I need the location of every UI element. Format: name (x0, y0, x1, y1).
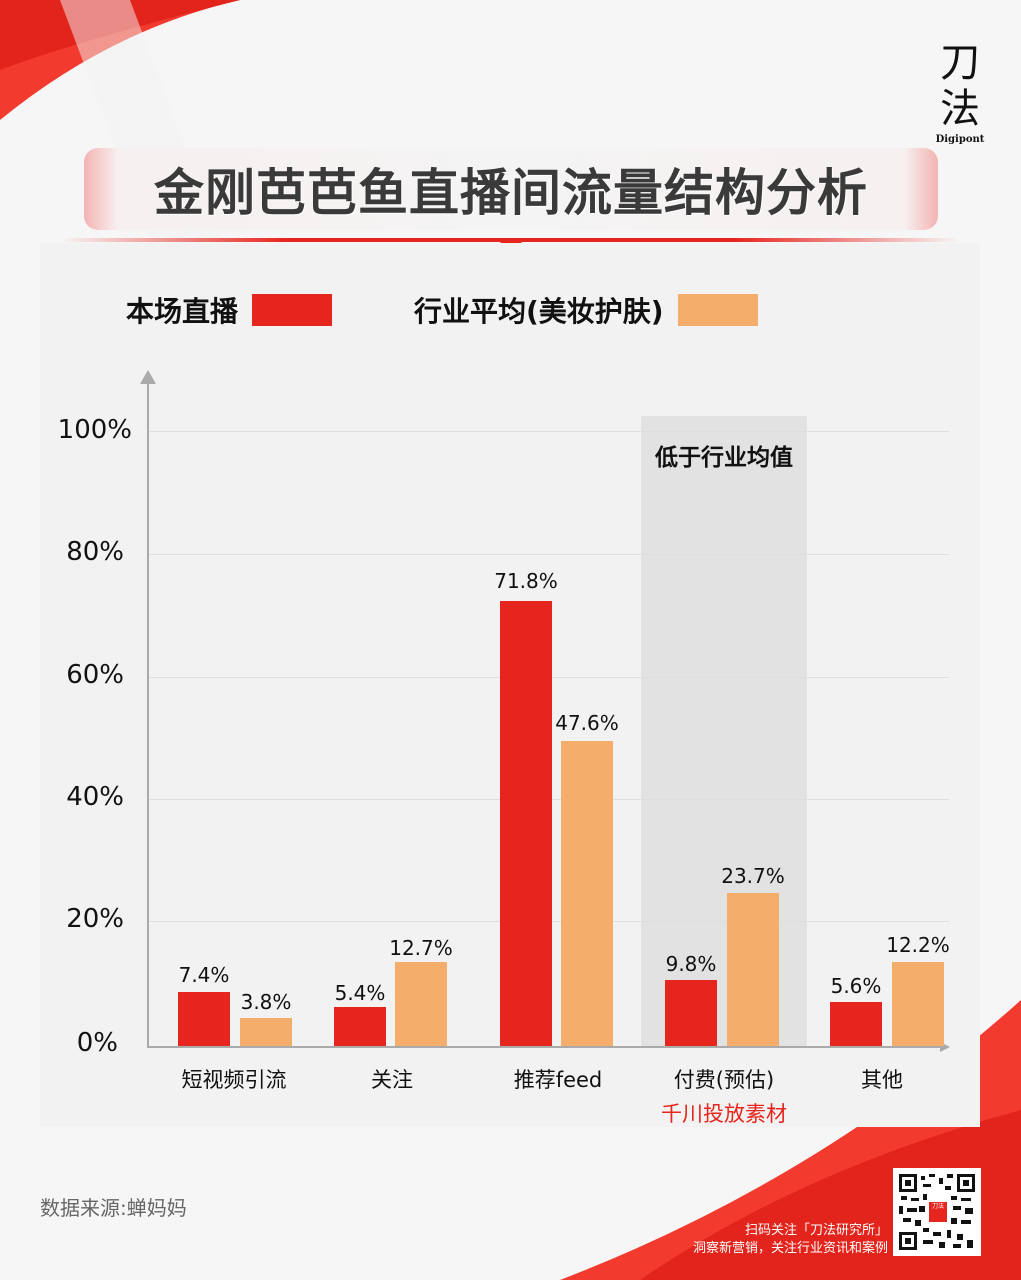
x-axis-arrow-icon (940, 1042, 950, 1052)
qr-center-logo: 刀法 (929, 1202, 947, 1222)
legend-swatch-orange (677, 294, 758, 326)
bar-label: 47.6% (555, 711, 619, 735)
title-banner: 金刚芭芭鱼直播间流量结构分析 (84, 148, 938, 230)
gridline-80 (149, 554, 949, 555)
legend-item-industry: 行业平均(美妆护肤) (414, 290, 758, 330)
bar-label: 7.4% (178, 963, 230, 987)
bar-label: 5.4% (334, 981, 386, 1005)
bar-label: 23.7% (721, 864, 785, 888)
bar-live-paid (665, 980, 717, 1046)
highlight-label: 低于行业均值 (655, 445, 793, 471)
bar-industry-other (892, 962, 944, 1046)
bar-live-other (830, 1002, 882, 1046)
y-axis-arrow-icon (140, 370, 156, 384)
logo-chinese-text: 刀法 (940, 40, 980, 132)
footer-line-2: 洞察新营销，关注行业资讯和案例 (692, 1241, 888, 1256)
chart-legend: 本场直播 行业平均(美妆护肤) (0, 290, 1021, 330)
y-tick-0: 0% (76, 1028, 118, 1058)
bar-label: 12.2% (886, 933, 950, 957)
category-label: 短视频引流 (181, 1068, 287, 1092)
brand-logo: 刀法 Digipont (930, 40, 990, 145)
y-tick-20: 20% (66, 904, 124, 934)
legend-label: 行业平均(美妆护肤) (414, 295, 664, 328)
highlight-region (641, 416, 807, 1046)
y-tick-40: 40% (66, 782, 124, 812)
bar-industry-short-video (240, 1018, 292, 1046)
bar-label: 5.6% (830, 974, 882, 998)
bar-live-feed (500, 601, 552, 1046)
category-label: 关注 (371, 1068, 413, 1092)
legend-swatch-red (252, 294, 333, 326)
page-title: 金刚芭芭鱼直播间流量结构分析 (154, 164, 868, 222)
bar-label: 71.8% (494, 569, 558, 593)
legend-item-live: 本场直播 (126, 290, 333, 330)
category-sub-label: 千川投放素材 (661, 1102, 787, 1126)
logo-english-text: Digipont (935, 134, 985, 145)
qr-code-icon: 刀法 (899, 1174, 975, 1250)
footer-line-1: 扫码关注「刀法研究所」 (744, 1223, 888, 1238)
bar-live-short-video (178, 992, 230, 1046)
gridline-100 (149, 431, 949, 432)
category-label: 其他 (861, 1068, 903, 1092)
legend-label: 本场直播 (126, 295, 239, 328)
category-label: 推荐feed (513, 1068, 603, 1092)
x-axis (147, 1046, 943, 1048)
qr-code[interactable]: 刀法 (893, 1168, 981, 1256)
y-axis (147, 380, 149, 1048)
bar-label: 9.8% (665, 952, 717, 976)
bar-live-follow (334, 1007, 386, 1046)
bar-industry-paid (727, 893, 779, 1046)
data-source: 数据来源:蝉妈妈 (40, 1196, 187, 1220)
y-tick-80: 80% (66, 537, 124, 567)
y-tick-60: 60% (66, 660, 124, 690)
bar-label: 3.8% (240, 990, 292, 1014)
bar-label: 12.7% (389, 936, 453, 960)
y-tick-100: 100% (57, 415, 132, 445)
bar-industry-feed (561, 741, 613, 1046)
category-label: 付费(预估) (673, 1068, 775, 1092)
bar-industry-follow (395, 962, 447, 1046)
footer-cta: 扫码关注「刀法研究所」 洞察新营销，关注行业资讯和案例 (693, 1222, 888, 1258)
